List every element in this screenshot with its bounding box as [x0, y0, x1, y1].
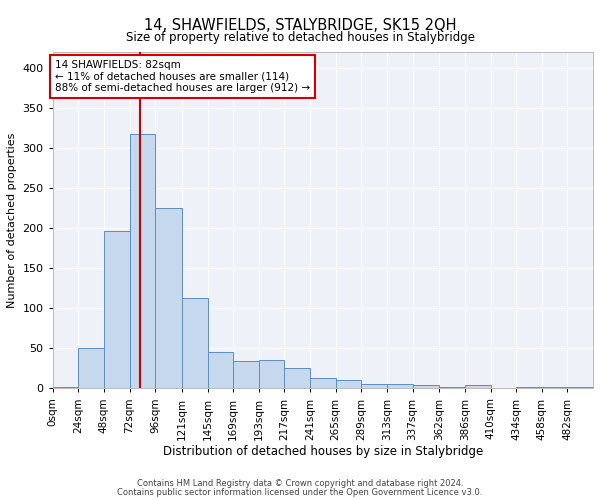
Bar: [568, 386, 593, 388]
Bar: [465, 385, 491, 388]
Bar: [233, 361, 259, 388]
Text: 14 SHAWFIELDS: 82sqm
← 11% of detached houses are smaller (114)
88% of semi-deta: 14 SHAWFIELDS: 82sqm ← 11% of detached h…: [55, 60, 310, 93]
Bar: [104, 230, 130, 388]
Bar: [182, 298, 208, 388]
Text: Size of property relative to detached houses in Stalybridge: Size of property relative to detached ho…: [125, 32, 475, 44]
Bar: [310, 378, 335, 388]
Bar: [413, 385, 439, 388]
Bar: [155, 208, 182, 388]
Text: Contains HM Land Registry data © Crown copyright and database right 2024.: Contains HM Land Registry data © Crown c…: [137, 479, 463, 488]
Bar: [516, 386, 542, 388]
Bar: [335, 380, 361, 388]
Bar: [53, 386, 78, 388]
Text: Contains public sector information licensed under the Open Government Licence v3: Contains public sector information licen…: [118, 488, 482, 497]
Text: 14, SHAWFIELDS, STALYBRIDGE, SK15 2QH: 14, SHAWFIELDS, STALYBRIDGE, SK15 2QH: [144, 18, 456, 32]
X-axis label: Distribution of detached houses by size in Stalybridge: Distribution of detached houses by size …: [163, 445, 483, 458]
Bar: [542, 386, 568, 388]
Bar: [130, 134, 155, 388]
Bar: [439, 386, 465, 388]
Bar: [361, 384, 387, 388]
Bar: [208, 352, 233, 389]
Bar: [284, 368, 310, 388]
Y-axis label: Number of detached properties: Number of detached properties: [7, 132, 17, 308]
Bar: [387, 384, 413, 388]
Bar: [78, 348, 104, 389]
Bar: [259, 360, 284, 388]
